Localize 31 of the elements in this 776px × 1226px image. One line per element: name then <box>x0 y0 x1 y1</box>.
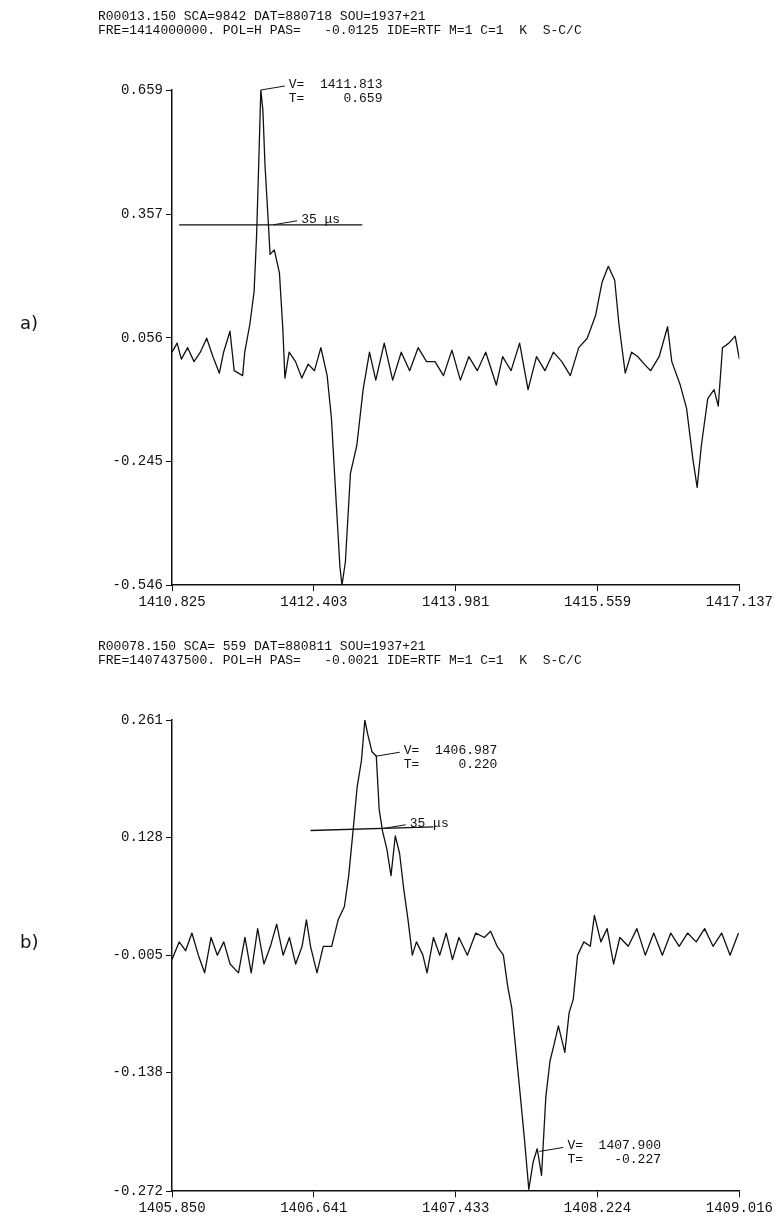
annotation: V= 1411.813 T= 0.659 <box>288 76 383 106</box>
y-tick-label: -0.138 <box>112 1064 163 1081</box>
x-tick-label: 1412.403 <box>280 594 348 611</box>
annotation: V= 1407.900 T= -0.227 <box>567 1138 662 1168</box>
y-tick-label: 0.056 <box>120 329 163 346</box>
x-tick-label: 1415.559 <box>563 594 632 611</box>
y-tick-label: -0.245 <box>112 453 163 470</box>
chart-subtitle: FRE=1414000000. POL=H PAS= -0.0125 IDE=RTF M=1 C=1 K S-C/C <box>98 23 582 38</box>
x-tick-label: 1413.981 <box>422 594 490 611</box>
x-tick-label: 1406.641 <box>280 1200 348 1217</box>
text: a) <box>20 312 39 333</box>
y-tick-label: 0.357 <box>120 205 163 222</box>
x-tick-label: 1405.850 <box>138 1200 206 1217</box>
annotation: 35 μs <box>301 211 341 227</box>
x-tick-label: 1408.224 <box>563 1200 632 1217</box>
y-tick-label: -0.005 <box>112 946 163 963</box>
y-tick-label: -0.272 <box>112 1182 163 1199</box>
annotation: 35 μs <box>409 815 449 831</box>
chart-subtitle: FRE=1407437500. POL=H PAS= -0.0021 IDE=RTF M=1 C=1 K S-C/C <box>98 653 582 668</box>
chart-title: R00078.150 SCA= 559 DAT=880811 SOU=1937+21 <box>98 639 426 654</box>
y-tick-label: -0.546 <box>112 576 163 593</box>
x-tick-label: 1407.433 <box>422 1200 490 1217</box>
x-tick-label: 1409.016 <box>705 1200 773 1217</box>
x-tick-label: 1417.137 <box>705 594 773 611</box>
y-tick-label: 0.261 <box>120 711 163 728</box>
chart-title: R00013.150 SCA=9842 DAT=880718 SOU=1937+21 <box>98 9 426 24</box>
annotation: V= 1406.987 T= 0.220 <box>403 743 498 773</box>
y-tick-label: 0.128 <box>120 829 163 846</box>
text: b) <box>20 931 39 953</box>
x-tick-label: 1410.825 <box>138 594 206 611</box>
y-tick-label: 0.659 <box>120 81 163 98</box>
